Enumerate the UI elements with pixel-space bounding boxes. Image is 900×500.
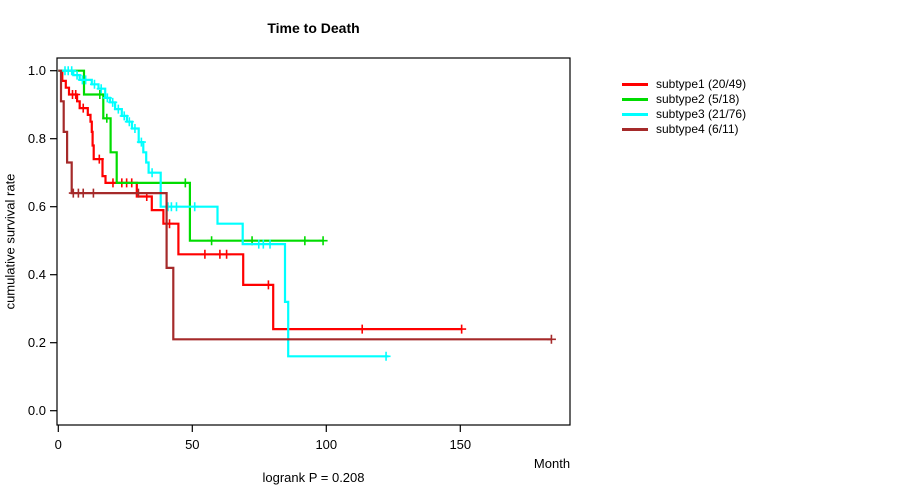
censor-mark [200,249,210,259]
legend-label: subtype2 (5/18) [656,92,740,106]
y-tick-label: 0.0 [27,402,46,418]
censor-mark [96,84,106,94]
censor-mark [357,324,367,334]
censor-mark [381,351,391,361]
censor-mark [546,334,556,344]
censor-mark [119,111,129,121]
censor-mark [81,75,91,85]
censor-mark [207,236,217,246]
legend-entry: subtype1 (20/49) [622,77,746,92]
plot-frame [56,57,571,426]
censor-mark [190,202,200,212]
censor-mark [124,117,134,127]
censor-mark [171,202,181,212]
censor-mark [133,188,143,198]
km-curve [58,69,389,358]
censor-mark [72,70,82,80]
legend: subtype1 (20/49) subtype2 (5/18) subtype3 … [622,77,746,137]
censor-mark [71,90,81,99]
censor-mark [222,249,232,259]
y-tick-label: 1.0 [27,62,46,78]
censor-mark [88,188,98,198]
y-tick-label: 0.2 [27,334,46,350]
censor-mark [108,97,118,107]
logrank-annotation: logrank P = 0.208 [262,470,365,485]
censor-mark [180,178,190,188]
x-axis-title: Month [533,456,571,471]
censor-mark [78,103,88,113]
legend-line-swatch [622,128,648,131]
km-curve [58,69,552,341]
y-tick-label: 0.4 [27,266,46,282]
legend-entry: subtype2 (5/18) [622,92,746,107]
x-tick-label: 50 [185,437,200,452]
legend-line-swatch [622,83,648,86]
x-tick-label: 0 [54,437,62,452]
legend-entry: subtype4 (6/11) [622,122,746,137]
censor-mark [130,124,140,133]
censor-mark [102,93,112,103]
censor-mark [263,280,273,290]
censor-mark [318,236,328,246]
legend-entry: subtype3 (21/76) [622,107,746,122]
censor-mark [78,188,88,198]
legend-line-swatch [622,113,648,116]
censor-mark [136,137,146,147]
x-tick-label: 100 [315,437,338,452]
censor-mark [113,104,123,114]
censor-mark [94,154,104,164]
legend-label: subtype1 (20/49) [656,77,747,91]
censor-mark [89,79,99,89]
censor-mark [265,239,275,249]
y-tick-label: 0.8 [27,130,46,146]
censor-mark [102,113,112,123]
y-tick-label: 0.6 [27,198,46,214]
censor-mark [147,168,157,178]
legend-line-swatch [622,98,648,101]
censor-mark [457,324,467,334]
chart-title: Time to Death [267,20,360,36]
censor-mark [67,66,77,76]
km-curve [58,69,324,242]
legend-label: subtype4 (6/11) [656,122,739,136]
legend-label: subtype3 (21/76) [656,107,747,121]
x-tick-label: 150 [449,437,472,452]
censor-mark [95,90,105,99]
censor-mark [300,236,310,246]
